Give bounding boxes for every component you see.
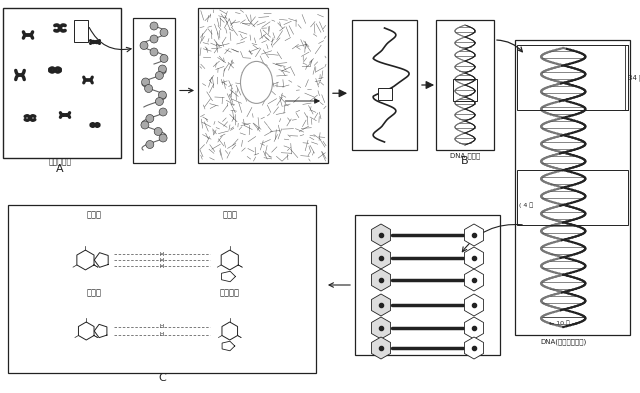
Bar (3, 8, 121, 158)
Bar (355, 215, 500, 355)
Text: B: B (461, 156, 469, 166)
Circle shape (146, 114, 154, 123)
Text: C: C (158, 373, 166, 383)
Text: 胞喤嘼嘴: 胞喤嘼嘴 (220, 289, 240, 298)
Text: ← 10 纳 →: ← 10 纳 → (549, 320, 577, 326)
Text: H: H (160, 252, 164, 257)
Circle shape (145, 84, 152, 92)
Bar (133, 18, 175, 163)
Circle shape (141, 78, 150, 86)
Text: ( 4 纳: ( 4 纳 (519, 202, 533, 208)
Text: H: H (160, 263, 164, 268)
Circle shape (141, 121, 149, 129)
Circle shape (159, 108, 167, 116)
Text: DNA(脱氧核糖核酸): DNA(脱氧核糖核酸) (540, 338, 586, 345)
Text: 人类染色体: 人类染色体 (49, 157, 72, 166)
Ellipse shape (241, 61, 273, 103)
Bar (8, 205, 316, 373)
Circle shape (154, 127, 162, 136)
Bar (198, 8, 328, 163)
Text: 腺喤叶: 腺喤叶 (87, 289, 102, 298)
Text: H: H (160, 332, 164, 338)
Text: 鸟喤嘴: 鸟喤嘴 (222, 210, 237, 219)
Bar (378, 88, 392, 99)
Circle shape (156, 72, 163, 79)
Bar (517, 170, 628, 225)
Text: 34 纳: 34 纳 (628, 75, 640, 81)
Text: DNA 双螺旋: DNA 双螺旋 (450, 152, 480, 159)
Circle shape (159, 134, 167, 142)
Bar (517, 45, 628, 110)
Circle shape (160, 29, 168, 37)
Text: A: A (56, 164, 64, 174)
Circle shape (140, 42, 148, 50)
Circle shape (150, 22, 158, 30)
Circle shape (160, 55, 168, 62)
Bar (453, 79, 477, 101)
Circle shape (150, 48, 158, 56)
Circle shape (159, 65, 166, 73)
Circle shape (150, 35, 158, 43)
Text: H: H (160, 257, 164, 263)
Bar (515, 40, 630, 335)
Bar (436, 20, 494, 150)
Text: 腺喤嘴: 腺喤嘴 (87, 210, 102, 219)
Bar (352, 20, 417, 150)
Circle shape (159, 91, 166, 99)
Circle shape (146, 141, 154, 149)
Circle shape (156, 97, 163, 105)
Bar (74, 20, 88, 42)
Text: H: H (160, 325, 164, 329)
